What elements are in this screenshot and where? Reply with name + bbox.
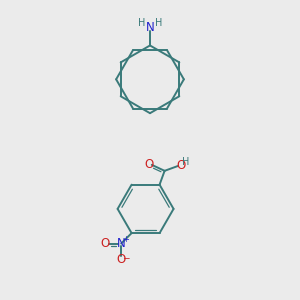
Text: O: O bbox=[144, 158, 154, 171]
Text: O: O bbox=[176, 160, 185, 172]
Text: H: H bbox=[154, 18, 162, 28]
Text: +: + bbox=[122, 236, 129, 244]
Text: H: H bbox=[182, 158, 190, 167]
Text: N: N bbox=[117, 237, 126, 250]
Text: N: N bbox=[146, 21, 154, 34]
Text: H: H bbox=[138, 18, 146, 28]
Text: O: O bbox=[101, 237, 110, 250]
Text: −: − bbox=[122, 253, 129, 262]
Text: O: O bbox=[117, 253, 126, 266]
